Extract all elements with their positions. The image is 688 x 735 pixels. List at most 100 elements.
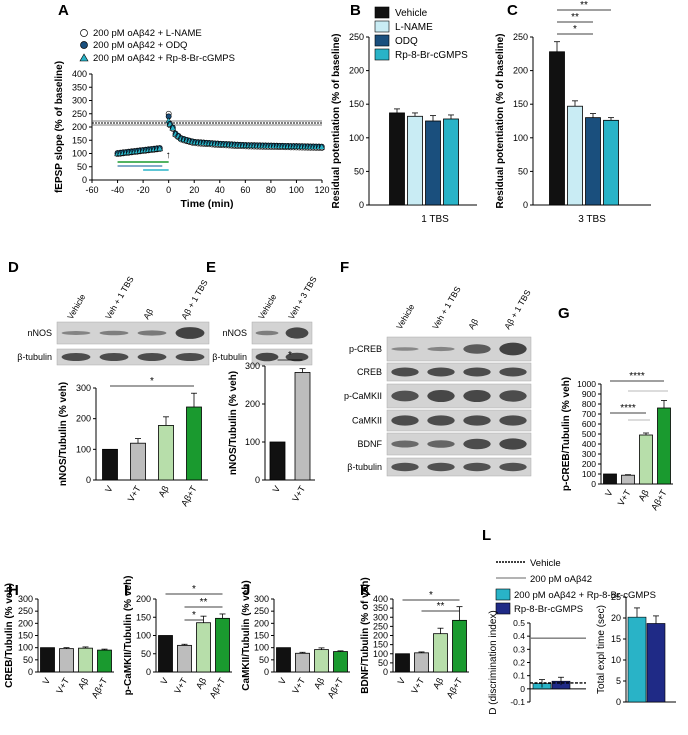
panel-b-x-label: 1 TBS [421,214,449,225]
panel-g-bar [657,407,671,485]
panel-f-band [427,415,455,426]
panel-d-lane-label: Aβ + 1 TBS [179,278,210,321]
panel-l-d-y-tick-label: 0.2 [513,658,525,668]
panel-i-sig-label: ** [200,597,208,608]
panel-c-sig-label: ** [571,12,579,23]
panel-f-band [427,440,455,448]
panel-j-bar [333,651,348,673]
panel-f-lane-label: Aβ + 1 TBS [502,288,533,331]
panel-a-y-tick-label: 150 [72,135,87,145]
panel-e-band [285,352,309,362]
panel-j-bar [314,649,329,673]
panel-j-y-tick-label: 200 [254,618,269,628]
panel-f-band [463,367,491,377]
panel-f-band [463,438,491,450]
panel-g-y-tick-label: 900 [582,389,596,399]
panel-g-y-tick-label: 500 [582,429,596,439]
panel-e-row-label: β-tubulin [212,352,247,362]
panel-e-band [285,327,309,339]
panel-a-legend-marker [80,29,88,37]
panel-f-band [427,462,455,472]
panel-i-y-tick-label: 100 [136,631,151,641]
panel-e-y-tick-label: 100 [245,437,260,447]
panel-e-lane-label: Vehicle [256,292,279,321]
panel-k-y-tick-label: 250 [373,621,388,631]
panel-e-y-tick-label: 300 [245,361,260,371]
panel-l-d-y-tick-label: -0.1 [510,697,525,707]
panel-e-bar [269,441,286,481]
panel-l-d-y-tick-label: 0.4 [513,631,525,641]
panel-a-y-label: fEPSP slope (% of baseline) [54,61,65,193]
panel-d-band [175,352,205,362]
panel-h-y-tick-label: 0 [28,667,33,677]
panel-h-y-tick-label: 150 [18,631,33,641]
panel-h-y-label: CREB/Tubulin (% veh) [4,583,15,688]
panel-f-band [391,390,419,402]
panel-b-legend-swatch [374,34,390,47]
panel-a-y-tick-label: 100 [72,149,87,159]
panel-c-y-tick-label: 0 [523,200,528,210]
panel-j-y-tick-label: 250 [254,606,269,616]
panel-d-band [61,331,91,335]
panel-a-x-tick-label: 60 [240,185,250,195]
panel-e-y-label: nNOS/Tubulin (% veh) [228,371,239,475]
panel-i-y-label: p-CaMKII/Tubulin (% veh) [123,576,134,696]
panel-a-data-point [156,144,164,152]
panel-k-bar [433,633,448,673]
panel-a-legend-label: 200 pM oAβ42 + L-NAME [93,28,202,39]
panel-k-bar [414,652,429,673]
panel-a-data-point [318,143,326,150]
panel-a-y-tick-label: 400 [72,69,87,79]
panel-f-band [391,347,419,351]
panel-k-y-tick-label: 400 [373,594,388,604]
panel-f-band [427,367,455,377]
panel-letter-f: F [340,259,349,276]
panel-c-x-label: 3 TBS [578,214,606,225]
panel-f-lane-label: Veh + 1 TBS [430,284,463,331]
panel-d-band [99,330,129,336]
panel-b-legend-label: ODQ [395,36,418,47]
panel-l-t-bar [627,616,647,703]
panel-h-y-tick-label: 300 [18,594,33,604]
panel-j-bar [295,652,310,673]
panel-l-d-y-label: D (discrimination index) [488,610,499,714]
panel-a-legend-marker [79,53,89,62]
panel-letter-l: L [482,527,491,544]
panel-f-band [499,415,527,426]
panel-k-y-tick-label: 100 [373,649,388,659]
panel-d-row-label: β-tubulin [17,352,52,362]
panel-a-legend-label: 200 pM oAβ42 + Rp-8-Br-cGMPS [93,53,235,64]
panel-letter-k: K [360,582,371,599]
panel-c-y-tick-label: 200 [513,66,528,76]
panel-d-y-tick-label: 100 [76,444,91,454]
panel-a-y-tick-label: 0 [82,175,87,185]
panel-i-y-tick-label: 0 [146,667,151,677]
panel-letter-j: J [242,582,250,599]
panel-a-y-tick-label: 200 [72,122,87,132]
panel-k-y-tick-label: 150 [373,640,388,650]
panel-l-t-y-tick-label: 20 [611,613,621,623]
panel-d-bar [130,442,146,481]
panel-i-x-tick-label: V+T [172,676,189,696]
panel-e-band [255,330,279,336]
panel-d-x-tick-label: Aβ [156,484,170,499]
panel-g-y-tick-label: 400 [582,439,596,449]
panel-f-band [427,389,455,403]
panel-c-bar [549,51,565,206]
panel-d-lane-label: Veh + 1 TBS [103,274,136,321]
panel-j-y-tick-label: 100 [254,643,269,653]
panel-e-sig-label: * [288,350,292,361]
panel-f-band [499,367,527,377]
panel-d-band [137,330,167,336]
panel-a-tbs-arrow: ↑ [166,150,171,161]
panel-g-y-tick-label: 600 [582,419,596,429]
panel-k-y-tick-label: 200 [373,631,388,641]
panel-f-band [427,346,455,352]
panel-i-sig-label: * [192,584,196,595]
panel-j-x-tick-label: Aβ+T [326,676,346,700]
panel-f-band [391,367,419,377]
panel-b-legend-swatch [374,20,390,33]
panel-a-y-tick-label: 300 [72,96,87,106]
panel-b-y-label: Residual potentiation (% of baseline) [331,33,342,208]
panel-j-x-tick-label: Aβ [312,676,326,691]
